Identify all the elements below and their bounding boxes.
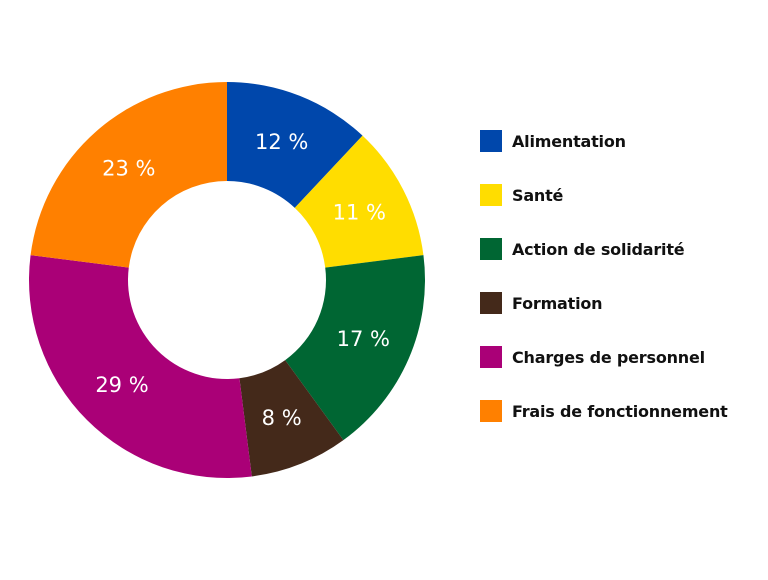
legend-swatch	[480, 184, 502, 206]
slice-frais-de-fonctionnement	[30, 82, 227, 268]
slice-label-alimentation: 12 %	[255, 130, 308, 154]
legend-swatch	[480, 292, 502, 314]
slice-label-sante: 11 %	[333, 201, 386, 225]
slices-group	[28, 82, 425, 479]
slice-formation	[239, 360, 344, 477]
legend-swatch	[480, 130, 502, 152]
slice-label-frais-de-fonctionnement: 23 %	[102, 157, 155, 181]
legend-label: Action de solidarité	[512, 239, 685, 259]
legend-swatch	[480, 238, 502, 260]
legend-label: Charges de personnel	[512, 347, 705, 367]
slice-label-action-de-solidarite: 17 %	[337, 327, 390, 351]
slice-label-charges-de-personnel: 29 %	[95, 373, 148, 397]
legend-item-formation: Formation	[480, 292, 728, 314]
legend-item-charges-de-personnel: Charges de personnel	[480, 346, 728, 368]
legend: Alimentation Santé Action de solidarité …	[480, 130, 728, 454]
legend-label: Formation	[512, 293, 603, 313]
legend-swatch	[480, 400, 502, 422]
slice-charges-de-personnel	[28, 255, 252, 479]
legend-item-sante: Santé	[480, 184, 728, 206]
slice-labels-group: 12 % 11 % 17 % 8 % 29 % 23 %	[95, 130, 390, 430]
legend-item-frais-de-fonctionnement: Frais de fonctionnement	[480, 400, 728, 422]
slice-label-formation: 8 %	[262, 406, 302, 430]
slice-action-de-solidarite	[285, 255, 425, 441]
legend-label: Frais de fonctionnement	[512, 401, 728, 421]
legend-item-alimentation: Alimentation	[480, 130, 728, 152]
legend-label: Santé	[512, 185, 564, 205]
legend-label: Alimentation	[512, 131, 626, 151]
legend-item-action-de-solidarite: Action de solidarité	[480, 238, 728, 260]
slice-sante	[294, 135, 424, 268]
slice-alimentation	[227, 82, 363, 208]
legend-swatch	[480, 346, 502, 368]
